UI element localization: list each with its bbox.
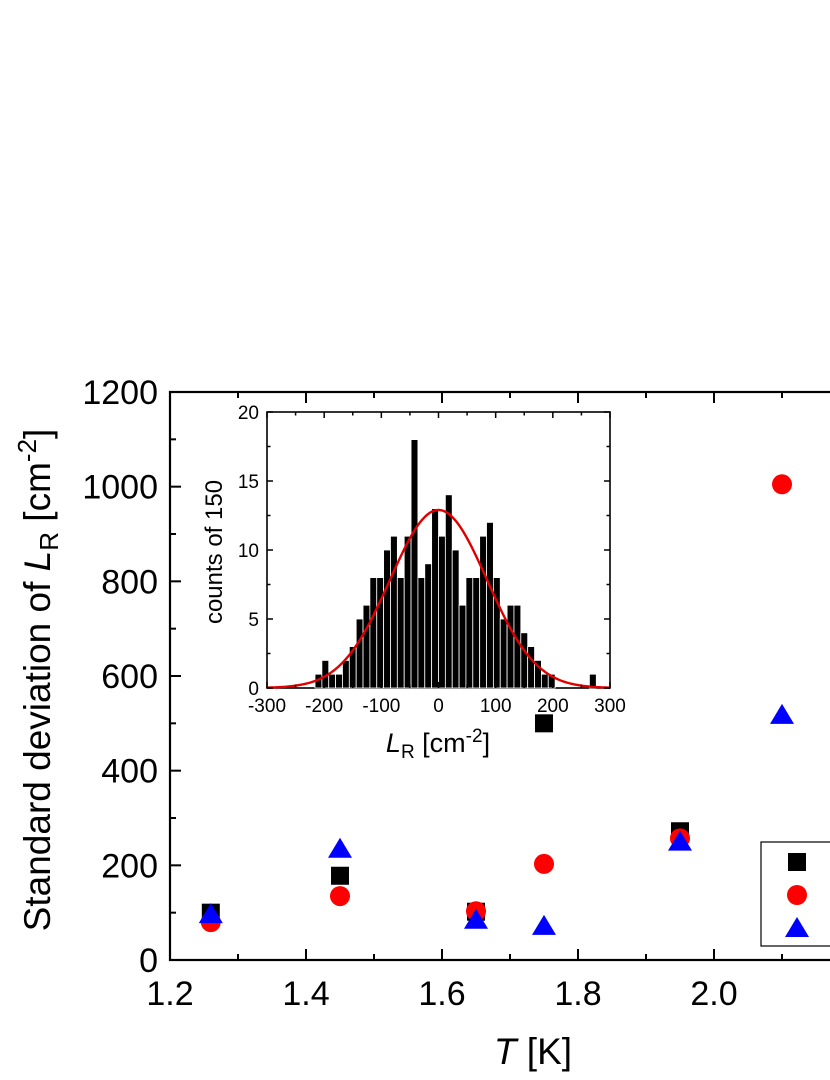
circle-marker bbox=[534, 853, 554, 874]
histogram-bar bbox=[438, 535, 446, 689]
triangle-marker bbox=[198, 903, 223, 924]
histogram-bar bbox=[355, 618, 364, 689]
triangle-marker bbox=[668, 830, 692, 851]
main-y-tick-label: 1000 bbox=[82, 469, 158, 507]
histogram-bar bbox=[458, 604, 467, 689]
main-y-tick-label: 800 bbox=[101, 563, 158, 601]
main-x-tick-label: 1.4 bbox=[282, 975, 329, 1013]
histogram-bar bbox=[383, 549, 391, 689]
histogram-bar bbox=[451, 549, 460, 689]
histogram-bar bbox=[342, 660, 350, 689]
main-x-tick-label: 1.2 bbox=[146, 975, 193, 1013]
triangle-marker bbox=[328, 837, 352, 858]
inset-y-tick-label: 10 bbox=[238, 541, 259, 562]
gaussian-fit-curve bbox=[266, 508, 611, 689]
main-x-tick-label: 1.8 bbox=[554, 975, 601, 1013]
histogram-bar bbox=[403, 535, 412, 689]
square-marker bbox=[535, 714, 553, 733]
main-y-tick-label: 600 bbox=[101, 658, 158, 696]
histogram-bar bbox=[390, 535, 398, 689]
triangle-marker bbox=[464, 908, 488, 929]
inset-x-tick-label: -300 bbox=[248, 696, 286, 717]
inset-y-tick-label: 5 bbox=[248, 610, 259, 631]
inset-x-tick-label: 200 bbox=[537, 696, 569, 717]
inset-histogram bbox=[266, 411, 611, 689]
histogram-bar bbox=[431, 508, 439, 689]
main-x-tick-label: 1.6 bbox=[418, 975, 465, 1013]
histogram-bar bbox=[541, 673, 549, 689]
main-y-axis-label: Standard deviation of LR [cm-2] bbox=[12, 429, 64, 932]
legend-square-marker bbox=[788, 853, 806, 871]
inset-x-tick-label: 0 bbox=[433, 696, 444, 717]
legend bbox=[760, 841, 830, 947]
legend-circle-marker bbox=[787, 885, 807, 905]
histogram-bar bbox=[328, 673, 336, 689]
histogram-bar bbox=[527, 646, 535, 689]
inset-y-tick-label: 15 bbox=[238, 472, 259, 493]
histogram-bar bbox=[520, 632, 529, 689]
inset-x-tick-label: -200 bbox=[305, 696, 343, 717]
main-x-axis-label: T [K] bbox=[494, 1031, 572, 1072]
main-y-tick-label: 200 bbox=[101, 847, 158, 885]
histogram-bar bbox=[369, 577, 378, 689]
inset-x-tick-label: 100 bbox=[480, 696, 512, 717]
histogram-bar bbox=[513, 604, 522, 689]
histogram-bar bbox=[547, 673, 556, 689]
histogram-bar bbox=[417, 577, 426, 689]
main-y-tick-label: 1200 bbox=[82, 374, 158, 412]
triangle-marker bbox=[532, 914, 556, 935]
square-marker bbox=[331, 866, 349, 885]
inset-x-axis-label: LR [cm-2] bbox=[386, 726, 490, 763]
histogram-bar bbox=[479, 535, 487, 689]
main-y-tick-label: 400 bbox=[101, 753, 158, 791]
histogram-bar bbox=[410, 439, 419, 689]
histogram-bar bbox=[396, 577, 405, 689]
legend-triangle-marker bbox=[785, 917, 809, 937]
inset-x-tick-label: -100 bbox=[362, 696, 400, 717]
histogram-bar bbox=[335, 673, 343, 689]
histogram-bar bbox=[506, 604, 515, 689]
main-data-points bbox=[198, 474, 794, 935]
histogram-bar bbox=[424, 563, 433, 689]
main-y-tick-label: 0 bbox=[139, 942, 158, 980]
histogram-bar bbox=[499, 618, 508, 689]
inset-x-tick-label: 300 bbox=[594, 696, 626, 717]
histogram-bar bbox=[486, 522, 494, 689]
triangle-marker bbox=[770, 703, 794, 724]
histogram-bar bbox=[444, 494, 453, 689]
inset-y-axis-label: counts of 150 bbox=[201, 480, 228, 624]
inset-axis-ticks: -300 -200 -100 0 100 200 300 0 5 10 15 20 bbox=[238, 403, 626, 717]
histogram-bar bbox=[465, 577, 474, 689]
histogram-bar bbox=[362, 604, 371, 689]
circle-marker bbox=[772, 474, 792, 495]
inset-y-tick-label: 0 bbox=[248, 679, 259, 700]
circle-marker bbox=[330, 886, 350, 907]
main-x-tick-label: 2.0 bbox=[690, 975, 737, 1013]
inset-y-tick-label: 20 bbox=[238, 403, 259, 424]
histogram-bar bbox=[472, 577, 481, 689]
